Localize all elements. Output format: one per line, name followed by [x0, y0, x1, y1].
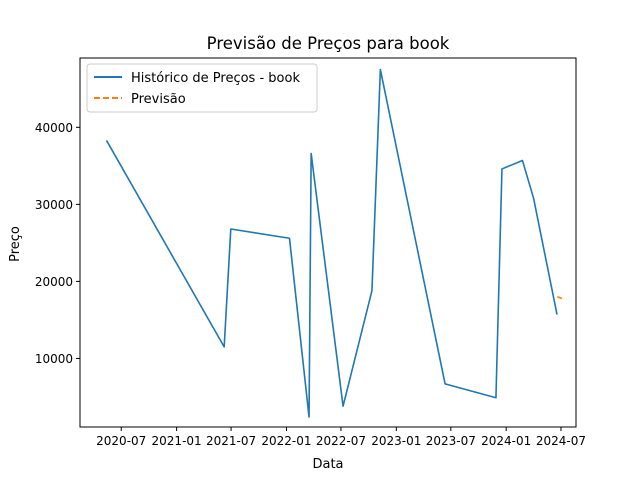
- plot-frame: [79, 57, 577, 428]
- y-axis-ticks: 10000 20000 30000 40000: [35, 121, 80, 366]
- y-tick-label: 30000: [35, 198, 73, 212]
- x-tick-label: 2021-01: [152, 434, 202, 448]
- y-tick-label: 10000: [35, 352, 73, 366]
- legend-label-historico: Histórico de Preços - book: [131, 71, 300, 86]
- legend-frame: [86, 63, 318, 113]
- x-axis-ticks: 2020-07 2021-01 2021-07 2022-01 2022-07 2023-…: [96, 427, 586, 448]
- series-line-0: [105, 68, 558, 418]
- x-tick-label: 2022-07: [316, 434, 366, 448]
- x-axis-label: Data: [312, 457, 343, 472]
- x-tick-label: 2020-07: [96, 434, 146, 448]
- legend: Histórico de Preços - book Previsão: [86, 63, 318, 113]
- y-tick-label: 40000: [35, 121, 73, 135]
- x-tick-label: 2023-01: [371, 434, 421, 448]
- x-tick-label: 2021-07: [206, 434, 256, 448]
- y-tick-label: 20000: [35, 275, 73, 289]
- x-tick-label: 2024-07: [536, 434, 586, 448]
- series-line-1: [557, 296, 565, 300]
- x-tick-label: 2023-07: [426, 434, 476, 448]
- chart-title: Previsão de Preços para book: [207, 34, 450, 53]
- y-axis-label: Preço: [8, 226, 23, 262]
- plot-axes: [79, 57, 577, 428]
- x-tick-label: 2022-01: [261, 434, 311, 448]
- legend-label-previsao: Previsão: [131, 92, 186, 107]
- x-tick-label: 2024-01: [481, 434, 531, 448]
- plot-lines: [105, 68, 565, 418]
